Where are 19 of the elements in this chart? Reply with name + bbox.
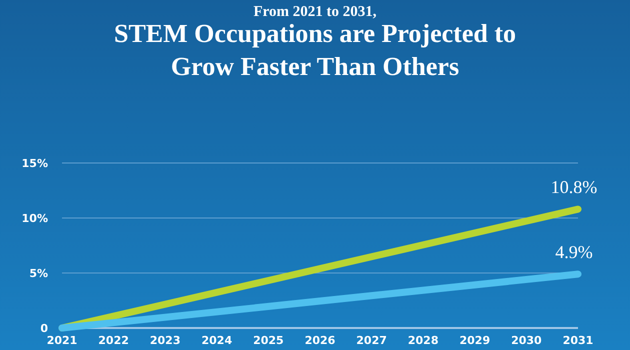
y-tick-label: 5% bbox=[29, 267, 48, 280]
chart-title: STEM Occupations are Projected to Grow Faster Than Others bbox=[114, 19, 516, 81]
y-tick-label: 0 bbox=[40, 322, 48, 335]
x-tick-label: 2027 bbox=[356, 334, 387, 347]
x-tick-label: 2030 bbox=[511, 334, 542, 347]
data-label: 4.9% bbox=[555, 242, 593, 262]
chart-subtitle: From 2021 to 2031, bbox=[253, 4, 377, 20]
x-tick-label: 2029 bbox=[459, 334, 490, 347]
x-tick-label: 2023 bbox=[150, 334, 181, 347]
x-tick-label: 2021 bbox=[46, 334, 78, 347]
x-tick-label: 2028 bbox=[408, 334, 439, 347]
data-label: 10.8% bbox=[550, 177, 598, 198]
x-tick-label: 2031 bbox=[562, 334, 594, 347]
y-tick-label: 10% bbox=[22, 212, 48, 225]
x-tick-label: 2026 bbox=[304, 334, 336, 347]
x-tick-label: 2025 bbox=[253, 334, 284, 347]
y-tick-label: 15% bbox=[22, 157, 48, 170]
x-tick-label: 2022 bbox=[98, 334, 129, 347]
x-tick-label: 2024 bbox=[201, 334, 232, 347]
